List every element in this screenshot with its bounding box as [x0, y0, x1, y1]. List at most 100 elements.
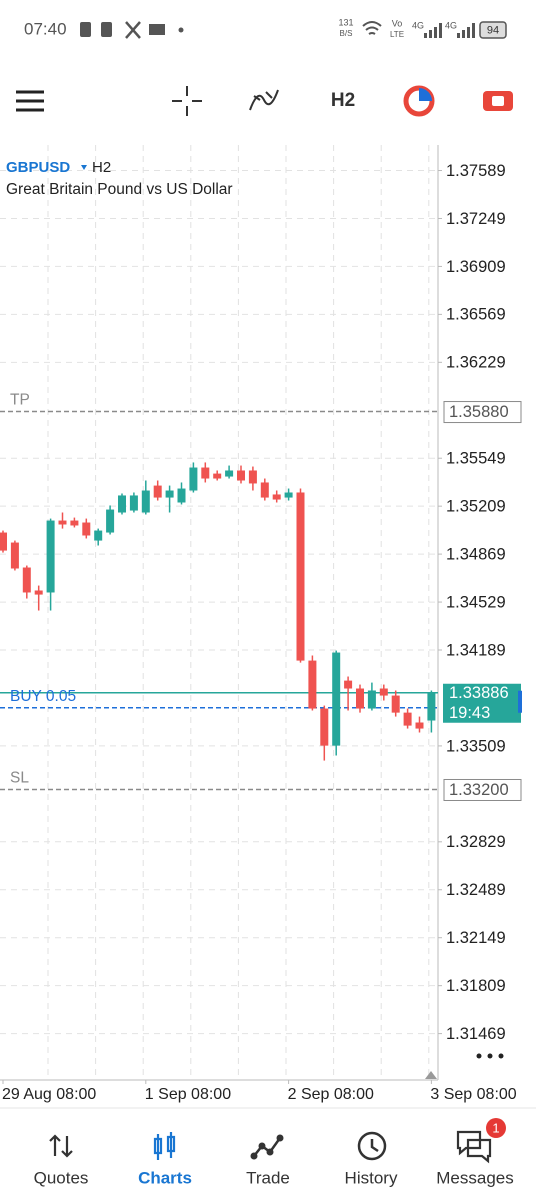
candle-body [70, 520, 79, 526]
signal-bars [424, 23, 442, 38]
nav-label[interactable]: History [345, 1168, 398, 1187]
y-tick-label: 1.32489 [446, 881, 506, 899]
price-tag-label: 1.33200 [449, 781, 509, 799]
status-time: 07:40 [24, 19, 67, 38]
status-dot [178, 27, 184, 33]
candle-body [332, 652, 341, 746]
candle-body [379, 688, 388, 696]
net-speed-unit: B/S [340, 29, 353, 38]
level-name: BUY 0.05 [10, 688, 76, 705]
candle-body [46, 520, 55, 593]
more-dot [498, 1053, 504, 1059]
signal-bars [457, 23, 475, 38]
objects-icon [419, 88, 432, 101]
status-icon [80, 22, 91, 37]
wifi-icon [362, 21, 382, 35]
volte: LTE [390, 30, 404, 39]
nav-label[interactable]: Charts [138, 1168, 192, 1187]
price-tag [443, 778, 522, 801]
badge [486, 1118, 506, 1138]
symbol[interactable]: GBPUSD [6, 159, 70, 176]
trade-icon [492, 96, 504, 106]
candle-body [391, 695, 400, 713]
signal-type: 4G [412, 20, 424, 30]
chart-area[interactable] [0, 145, 438, 1080]
charts-icon [153, 1132, 176, 1160]
bottom-nav: 1 [0, 1107, 536, 1164]
chart-layer [0, 170, 442, 1084]
nav-label[interactable]: Messages [436, 1168, 513, 1187]
candle-body [213, 473, 222, 479]
candle-body [177, 488, 186, 503]
candle-body [34, 590, 43, 595]
trade-icon-dot [276, 1134, 284, 1142]
volte: Vo [392, 18, 403, 28]
candle-body [129, 495, 138, 511]
y-tick-label: 1.35209 [446, 498, 506, 516]
candle-body [367, 690, 376, 709]
scroll-marker[interactable] [425, 1071, 437, 1079]
more-dot [487, 1053, 493, 1059]
battery-level: 94 [487, 24, 499, 36]
menu-button[interactable] [16, 90, 44, 112]
badge-count: 1 [492, 1120, 499, 1135]
messages-icon [456, 1130, 492, 1164]
candle-body [260, 482, 269, 498]
history-hands [370, 1139, 379, 1153]
candle-body [320, 708, 329, 746]
crosshair-button[interactable] [172, 86, 202, 116]
y-tick-label: 1.36909 [446, 258, 506, 276]
vertical-grid [47, 145, 430, 1080]
symbol-dropdown[interactable] [81, 165, 87, 170]
price-tag-countdown: 19:43 [449, 704, 490, 722]
y-tick-label: 1.35549 [446, 450, 506, 468]
trade-icon-dot [266, 1148, 274, 1156]
history-icon [357, 1131, 387, 1161]
indicators-button[interactable] [249, 89, 279, 111]
candle-body [118, 495, 126, 513]
more-dot[interactable] [476, 1053, 482, 1059]
x-tick-label: 1 Sep 08:00 [145, 1086, 231, 1103]
candle-body [308, 660, 317, 709]
trade-icon [253, 1137, 282, 1157]
candle-body [415, 722, 424, 729]
candle-body [94, 530, 103, 541]
candle-body [296, 492, 305, 661]
candle-body [0, 532, 7, 551]
nav-label[interactable]: Quotes [34, 1168, 89, 1187]
x-tick-label: 3 Sep 08:00 [430, 1086, 516, 1103]
nav-label[interactable]: Trade [246, 1168, 290, 1187]
x-tick-label: 2 Sep 08:00 [288, 1086, 374, 1103]
price-tag-edge [518, 690, 522, 713]
y-tick-label: 1.32149 [446, 929, 506, 947]
price-tag [443, 683, 521, 723]
x-tick-label: 29 Aug 08:00 [2, 1086, 96, 1103]
candle-body [427, 692, 436, 721]
y-tick-label: 1.37589 [446, 162, 506, 180]
y-tick-label: 1.36229 [446, 354, 506, 372]
chart-timeframe: H2 [92, 159, 111, 176]
candle-body [356, 688, 364, 709]
level-name: TP [10, 392, 30, 409]
candle-body [284, 492, 293, 498]
status-icon [101, 22, 112, 37]
y-tick-label: 1.37249 [446, 210, 506, 228]
candle-body [58, 520, 67, 525]
timeframe-button[interactable]: H2 [331, 90, 355, 111]
candle-body [225, 470, 234, 477]
candle-body [165, 490, 174, 498]
battery [479, 21, 507, 39]
y-tick-label: 1.34189 [446, 641, 506, 659]
price-tag-label: 1.35880 [449, 403, 509, 421]
trade-icon-dot [250, 1152, 258, 1160]
candle-body [10, 542, 19, 569]
candle-body [141, 490, 150, 513]
level-name: SL [10, 770, 29, 787]
toolbar: H2 [16, 85, 513, 117]
y-tick-label: 1.31469 [446, 1025, 506, 1043]
status-bar: 07:40 131 B/S Vo LTE 4G 4G 94 [24, 17, 507, 39]
candle-body [344, 680, 353, 689]
candle-body [237, 470, 245, 481]
